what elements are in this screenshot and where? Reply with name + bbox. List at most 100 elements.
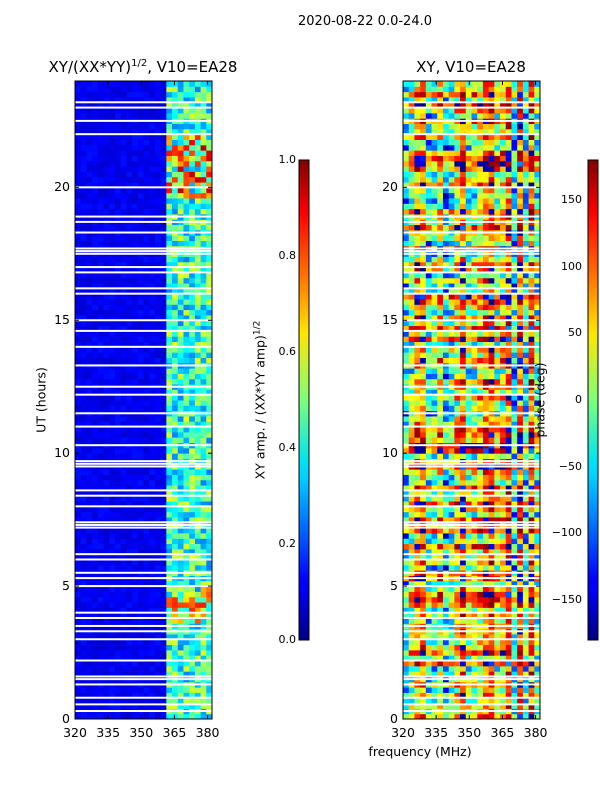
phase-heatmap-cell	[488, 309, 495, 316]
amplitude-heatmap-cell	[183, 527, 190, 534]
amplitude-heatmap-cell	[137, 511, 144, 518]
phase-heatmap-cell	[460, 304, 467, 311]
phase-heatmap-cell	[534, 447, 541, 454]
phase-heatmap-cell	[482, 437, 490, 444]
amplitude-heatmap-cell	[206, 203, 213, 210]
amplitude-heatmap-cell	[92, 495, 99, 502]
amplitude-heatmap-cell	[97, 102, 105, 109]
phase-heatmap-cell	[408, 543, 415, 550]
phase-heatmap-cell	[494, 554, 501, 560]
phase-heatmap-cell	[517, 373, 524, 380]
amplitude-heatmap-cell	[172, 320, 179, 327]
amplitude-heatmap-cell	[80, 107, 87, 114]
phase-heatmap-cell	[522, 580, 530, 587]
amplitude-heatmap-cell	[126, 192, 133, 199]
amplitude-heatmap-cell	[114, 203, 122, 210]
amplitude-heatmap-cell	[114, 655, 122, 662]
amplitude-heatmap-cell	[137, 320, 144, 327]
amplitude-heatmap-cell	[114, 325, 122, 332]
amplitude-heatmap-cell	[109, 102, 116, 109]
amplitude-heatmap-cell	[183, 336, 190, 343]
amplitude-heatmap-cell	[120, 182, 127, 188]
phase-heatmap-cell	[494, 527, 501, 534]
phase-heatmap-cell	[414, 389, 421, 396]
amplitude-heatmap-cell	[80, 352, 87, 358]
phase-heatmap-cell	[522, 267, 530, 273]
amplitude-heatmap-cell	[137, 644, 144, 651]
phase-heatmap-cell	[420, 474, 427, 481]
amplitude-heatmap-cell	[172, 304, 179, 311]
phase-heatmap-cell	[471, 633, 478, 640]
phase-heatmap-cell	[500, 639, 507, 646]
amplitude-heatmap-cell	[189, 479, 196, 486]
amplitude-heatmap-cell	[126, 346, 133, 353]
phase-heatmap-cell	[477, 559, 484, 566]
amplitude-heatmap-cell	[75, 277, 82, 284]
phase-heatmap-cell	[522, 649, 530, 656]
phase-heatmap-cell	[448, 602, 455, 608]
amplitude-heatmap-cell	[154, 394, 162, 401]
amplitude-heatmap-cell	[154, 166, 162, 172]
amplitude-heatmap-cell	[80, 368, 87, 374]
amplitude-heatmap-cell	[97, 304, 105, 311]
phase-heatmap-cell	[403, 607, 410, 614]
phase-heatmap-cell	[477, 330, 484, 337]
phase-heatmap-cell	[448, 633, 455, 640]
amplitude-heatmap-cell	[194, 112, 202, 119]
phase-heatmap-cell	[414, 527, 421, 534]
amplitude-heatmap-cell	[75, 314, 82, 321]
amplitude-heatmap-cell	[166, 687, 173, 693]
amplitude-heatmap-cell	[166, 437, 173, 444]
phase-heatmap-cell	[482, 330, 490, 337]
phase-heatmap-cell	[471, 357, 478, 364]
phase-heatmap-cell	[534, 671, 541, 677]
amplitude-heatmap-cell	[103, 112, 110, 119]
amplitude-heatmap-cell	[194, 687, 202, 693]
phase-heatmap-cell	[505, 649, 512, 656]
amplitude-heatmap-cell	[132, 671, 139, 677]
phase-heatmap-cell	[420, 293, 427, 300]
amplitude-heatmap-cell	[143, 144, 150, 151]
phase-heatmap-cell	[420, 400, 427, 406]
phase-heatmap-cell	[460, 309, 467, 316]
amplitude-heatmap-cell	[149, 554, 156, 560]
phase-heatmap-cell	[437, 426, 444, 433]
amplitude-heatmap-cell	[80, 182, 87, 188]
phase-heatmap-cell	[517, 474, 524, 481]
amplitude-heatmap-cell	[92, 224, 99, 231]
amplitude-heatmap-cell	[160, 128, 167, 135]
phase-heatmap-cell	[448, 516, 455, 523]
phase-heatmap-cell	[488, 548, 495, 555]
amplitude-heatmap-cell	[154, 288, 162, 295]
phase-heatmap-cell	[494, 586, 501, 592]
amplitude-flagged-row	[75, 558, 212, 561]
amplitude-heatmap-cell	[92, 293, 99, 300]
amplitude-heatmap-cell	[143, 102, 150, 109]
amplitude-heatmap-cell	[160, 633, 167, 640]
amplitude-heatmap-cell	[194, 368, 202, 374]
amplitude-heatmap-cell	[114, 134, 122, 140]
amplitude-heatmap-cell	[80, 713, 87, 720]
amplitude-heatmap-cell	[120, 687, 127, 693]
amplitude-heatmap-cell	[200, 171, 207, 178]
phase-heatmap-cell	[505, 267, 512, 273]
amplitude-heatmap-cell	[92, 346, 99, 353]
amplitude-heatmap-cell	[132, 155, 139, 162]
amplitude-heatmap-cell	[80, 548, 87, 555]
amplitude-heatmap-cell	[149, 415, 156, 422]
amplitude-heatmap-cell	[183, 474, 190, 481]
amplitude-heatmap-cell	[149, 516, 156, 523]
amplitude-heatmap-cell	[120, 543, 127, 550]
amplitude-heatmap-cell	[103, 516, 110, 523]
amplitude-heatmap-cell	[109, 304, 116, 311]
phase-heatmap-cell	[408, 596, 415, 603]
amplitude-heatmap-cell	[166, 660, 173, 667]
phase-heatmap-cell	[437, 346, 444, 353]
amplitude-heatmap-cell	[86, 91, 93, 98]
phase-heatmap-cell	[534, 596, 541, 603]
amplitude-heatmap-cell	[97, 532, 105, 539]
amplitude-heatmap-cell	[126, 506, 133, 513]
amplitude-heatmap-cell	[103, 617, 110, 624]
phase-heatmap-cell	[534, 644, 541, 651]
amplitude-heatmap-cell	[172, 591, 179, 598]
